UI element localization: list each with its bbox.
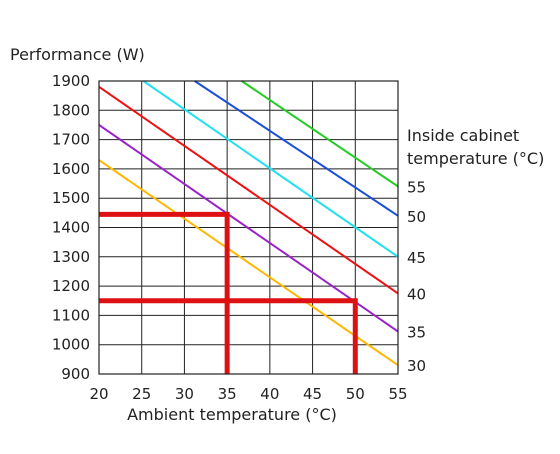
series-line-30 <box>98 159 399 367</box>
y-tick-label: 1100 <box>52 306 90 324</box>
x-axis-label: Ambient temperature (°C) <box>127 405 337 424</box>
x-tick-label: 20 <box>89 385 108 403</box>
x-tick-label: 45 <box>303 385 322 403</box>
plot-frame <box>98 80 399 375</box>
x-tick-label: 50 <box>346 385 365 403</box>
series-line-35 <box>98 124 399 333</box>
legend-label-40: 40 <box>407 285 426 303</box>
x-tick-label: 30 <box>175 385 194 403</box>
legend-label-50: 50 <box>407 208 426 226</box>
tick-labels: 20 25 30 35 40 45 50 55 900 1000 1100 1200 1300 1400 1… <box>52 72 408 403</box>
legend-title-line-2: temperature (°C) <box>407 149 544 168</box>
legend-label-55: 55 <box>407 178 426 196</box>
y-tick-label: 1300 <box>52 248 90 266</box>
legend: 55 50 45 40 35 30 <box>407 178 426 375</box>
legend-title-line-1: Inside cabinet <box>407 126 519 145</box>
y-tick-label: 1600 <box>52 160 90 178</box>
x-tick-label: 40 <box>260 385 279 403</box>
y-tick-label: 1200 <box>52 277 90 295</box>
legend-label-30: 30 <box>407 357 426 375</box>
annotation-line-2 <box>99 298 358 374</box>
y-tick-label: 1800 <box>52 101 90 119</box>
legend-label-35: 35 <box>407 324 426 342</box>
annotation-lines <box>99 211 358 374</box>
legend-label-45: 45 <box>407 249 426 267</box>
series-line-45 <box>142 80 399 258</box>
series-line-55 <box>241 80 399 188</box>
y-tick-label: 1900 <box>52 72 90 90</box>
x-tick-label: 55 <box>388 385 407 403</box>
series-lines <box>98 80 399 367</box>
x-tick-label: 25 <box>132 385 151 403</box>
series-line-40 <box>98 86 399 295</box>
y-tick-label: 1700 <box>52 131 90 149</box>
y-tick-label: 1400 <box>52 219 90 237</box>
y-tick-label: 1500 <box>52 189 90 207</box>
y-tick-label: 1000 <box>52 336 90 354</box>
y-axis-label: Performance (W) <box>10 45 145 64</box>
y-tick-label: 900 <box>61 365 90 383</box>
series-line-50 <box>194 80 399 217</box>
annotation-line-1 <box>99 211 230 374</box>
x-tick-label: 35 <box>218 385 237 403</box>
